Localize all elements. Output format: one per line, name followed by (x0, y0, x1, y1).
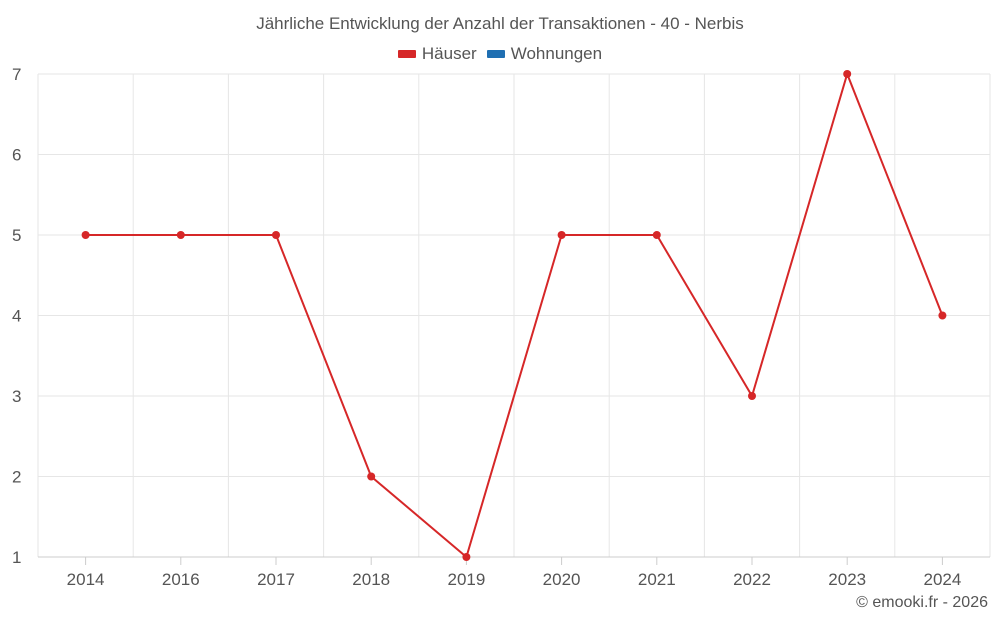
legend-label-wohnungen: Wohnungen (510, 44, 603, 63)
data-point (843, 70, 852, 78)
y-tick-label: 1 (12, 548, 21, 567)
series (81, 70, 947, 561)
x-tick-label: 2024 (923, 570, 961, 589)
data-point (748, 392, 756, 400)
x-tick-label: 2017 (257, 570, 295, 589)
copyright-text: © emooki.fr - 2026 (856, 594, 988, 611)
legend-item-haeuser[interactable]: Häuser (397, 44, 477, 64)
data-point (367, 472, 376, 481)
x-tick-label: 2014 (67, 570, 105, 589)
legend: Häuser Wohnungen (0, 44, 1000, 64)
legend-item-wohnungen[interactable]: Wohnungen (486, 44, 603, 64)
data-point (938, 311, 947, 320)
chart-title: Jährliche Entwicklung der Anzahl der Tra… (256, 14, 744, 33)
y-tick-label: 6 (12, 146, 21, 165)
axes: 1 2 3 4 5 6 7 2014 2016 2017 2018 2019 2020 2021 2022 2… (12, 65, 990, 589)
y-tick-label: 3 (12, 387, 21, 406)
grid (37, 73, 991, 558)
y-tick-label: 5 (12, 226, 21, 245)
x-tick-label: 2019 (447, 570, 485, 589)
x-tick-label: 2023 (828, 570, 866, 589)
x-tick-label: 2016 (162, 570, 200, 589)
x-tick-label: 2021 (638, 570, 676, 589)
data-point (652, 231, 661, 239)
series-line-0 (85, 70, 944, 559)
data-point (81, 231, 90, 239)
data-point (272, 231, 280, 239)
legend-swatch-wohnungen (486, 50, 505, 58)
y-tick-label: 7 (12, 65, 21, 84)
x-tick-label: 2020 (543, 570, 581, 589)
x-tick-label: 2022 (733, 570, 771, 589)
legend-swatch-haeuser (397, 50, 416, 58)
y-tick-label: 4 (12, 307, 21, 326)
y-tick-label: 2 (12, 468, 21, 487)
data-point (176, 231, 185, 239)
legend-label-haeuser: Häuser (421, 44, 477, 63)
data-point (462, 553, 471, 561)
data-point (557, 231, 566, 239)
x-tick-label: 2018 (352, 570, 390, 589)
